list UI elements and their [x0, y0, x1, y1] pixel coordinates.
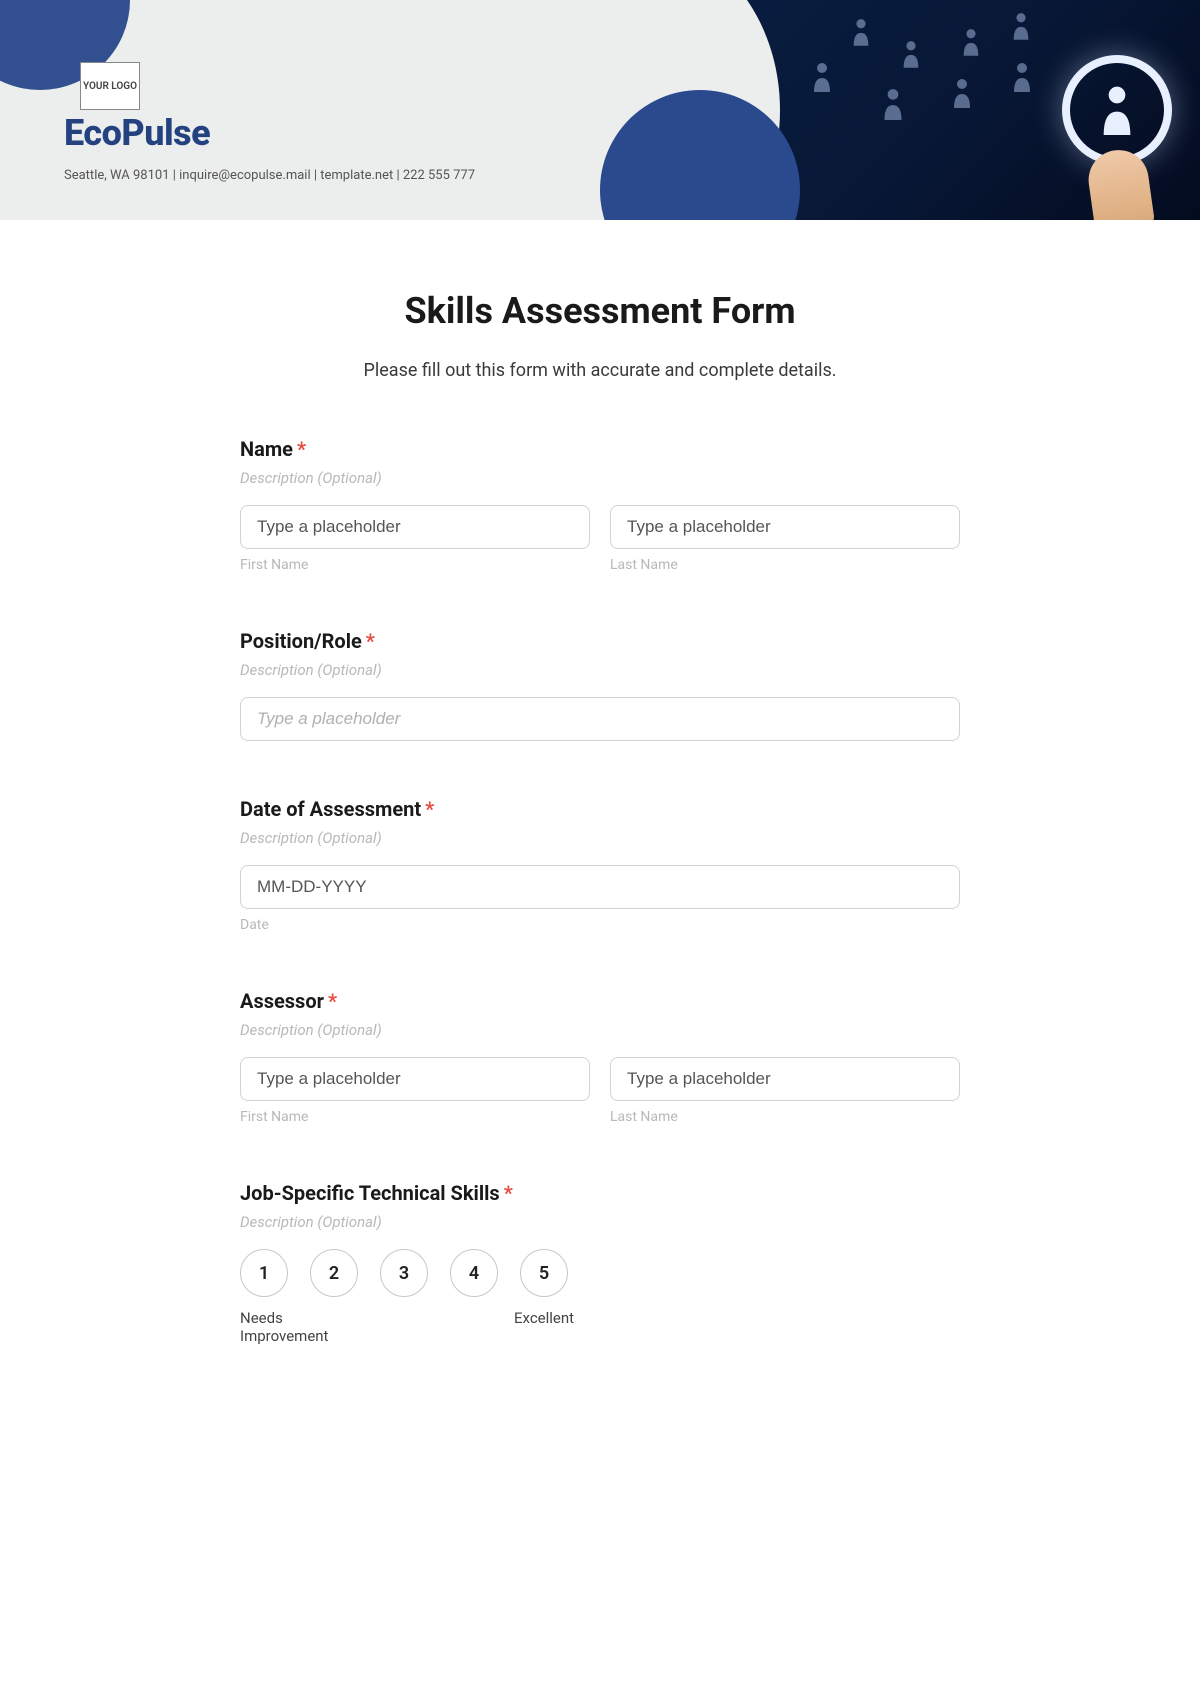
form-body: Skills Assessment Form Please fill out t…	[200, 220, 1000, 1405]
skills-label: Job-Specific Technical Skills*	[240, 1181, 960, 1205]
rating-scale: 1 2 3 4 5	[240, 1249, 960, 1297]
last-name-sublabel: Last Name	[610, 557, 960, 573]
first-name-input[interactable]	[240, 505, 590, 549]
required-marker: *	[504, 1181, 513, 1205]
rating-3[interactable]: 3	[380, 1249, 428, 1297]
person-icon	[880, 88, 906, 124]
rating-2[interactable]: 2	[310, 1249, 358, 1297]
date-label: Date of Assessment*	[240, 797, 960, 821]
required-marker: *	[297, 437, 306, 461]
brand-name: EcoPulse	[64, 112, 210, 154]
label-text: Position/Role	[240, 629, 362, 653]
logo-placeholder: YOUR LOGO	[80, 62, 140, 110]
field-technical-skills: Job-Specific Technical Skills* Descripti…	[240, 1181, 960, 1345]
rating-4[interactable]: 4	[450, 1249, 498, 1297]
rating-high-label: Excellent	[514, 1309, 574, 1345]
skills-description: Description (Optional)	[240, 1213, 960, 1231]
rating-low-label: Needs Improvement	[240, 1309, 360, 1345]
required-marker: *	[425, 797, 434, 821]
field-date: Date of Assessment* Description (Optiona…	[240, 797, 960, 933]
rating-5[interactable]: 5	[520, 1249, 568, 1297]
assessor-first-name-input[interactable]	[240, 1057, 590, 1101]
label-text: Name	[240, 437, 293, 461]
page-header: YOUR LOGO EcoPulse Seattle, WA 98101 | i…	[0, 0, 1200, 220]
label-text: Job-Specific Technical Skills	[240, 1181, 500, 1205]
form-title: Skills Assessment Form	[240, 290, 960, 332]
position-input[interactable]	[240, 697, 960, 741]
person-icon	[810, 62, 834, 96]
position-description: Description (Optional)	[240, 661, 960, 679]
required-marker: *	[366, 629, 375, 653]
date-description: Description (Optional)	[240, 829, 960, 847]
position-label: Position/Role*	[240, 629, 960, 653]
rating-anchor-labels: Needs Improvement Excellent	[240, 1309, 960, 1345]
assessor-last-sublabel: Last Name	[610, 1109, 960, 1125]
label-text: Assessor	[240, 989, 324, 1013]
date-input[interactable]	[240, 865, 960, 909]
rating-1[interactable]: 1	[240, 1249, 288, 1297]
first-name-sublabel: First Name	[240, 557, 590, 573]
assessor-description: Description (Optional)	[240, 1021, 960, 1039]
last-name-input[interactable]	[610, 505, 960, 549]
highlighted-person-icon	[1062, 55, 1172, 165]
assessor-label: Assessor*	[240, 989, 960, 1013]
person-icon	[850, 18, 872, 50]
field-position: Position/Role* Description (Optional)	[240, 629, 960, 741]
person-icon	[900, 40, 922, 72]
contact-info: Seattle, WA 98101 | inquire@ecopulse.mai…	[64, 168, 475, 183]
label-text: Date of Assessment	[240, 797, 421, 821]
person-icon	[1010, 62, 1034, 96]
person-icon	[1010, 12, 1032, 44]
assessor-first-sublabel: First Name	[240, 1109, 590, 1125]
date-sublabel: Date	[240, 917, 960, 933]
person-icon	[950, 78, 974, 112]
field-assessor: Assessor* Description (Optional) First N…	[240, 989, 960, 1125]
name-description: Description (Optional)	[240, 469, 960, 487]
required-marker: *	[328, 989, 337, 1013]
person-icon	[960, 28, 982, 60]
form-subtitle: Please fill out this form with accurate …	[240, 360, 960, 381]
assessor-last-name-input[interactable]	[610, 1057, 960, 1101]
field-name: Name* Description (Optional) First Name …	[240, 437, 960, 573]
name-label: Name*	[240, 437, 960, 461]
hero-image	[640, 0, 1200, 220]
